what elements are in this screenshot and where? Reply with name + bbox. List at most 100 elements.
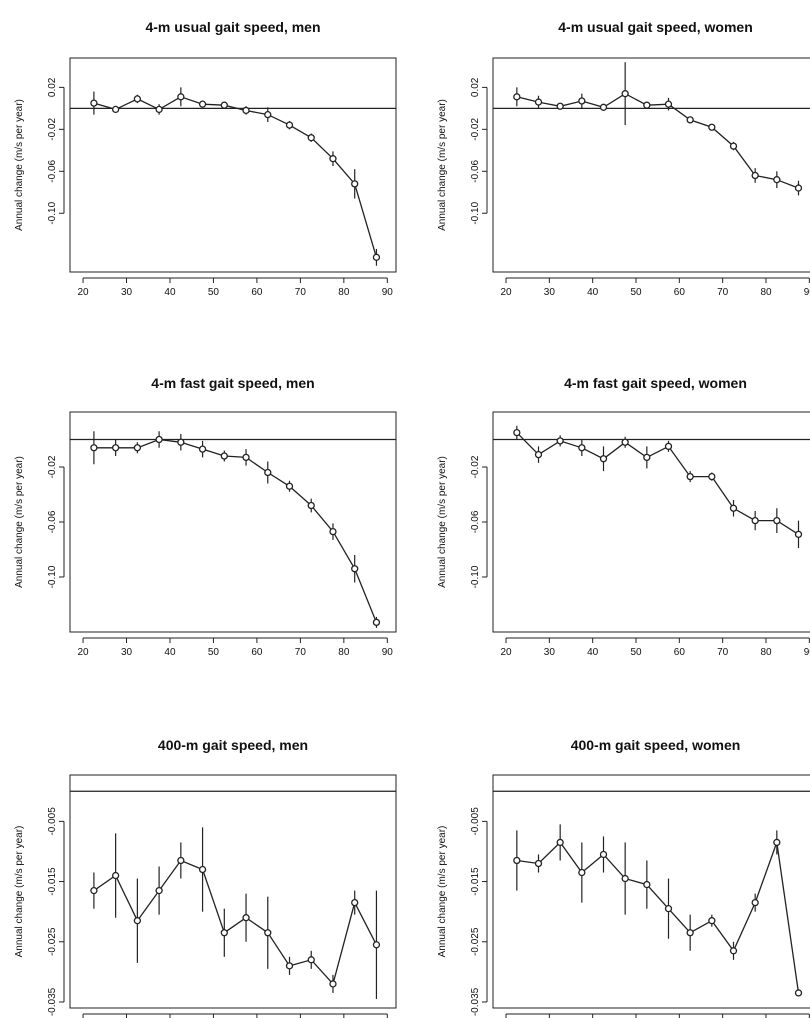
panel-6-y-axis-label: Annual change (m/s per year): [437, 826, 448, 958]
panel-3-data-point: [372, 618, 381, 627]
panel-6-data-point: [599, 850, 608, 859]
panel-4-data-point: [686, 472, 694, 481]
panel-2-x-tick-label: 90: [804, 287, 810, 298]
panel-3-x-tick-label: 70: [295, 647, 307, 658]
panel-4-data-point: [643, 453, 651, 462]
panel-4-x-tick-label: 70: [717, 647, 729, 658]
panel-2-data-point: [664, 100, 673, 108]
panel-6-data-point: [556, 838, 564, 847]
panel-6-data-point: [621, 874, 629, 883]
panel-2-title: 4-m usual gait speed, women: [558, 19, 753, 35]
panel-4-data-point: [578, 444, 586, 452]
panel-2-x-tick-label: 60: [674, 287, 686, 298]
panel-4-data-point: [773, 516, 781, 525]
panel-2-data-point: [773, 176, 781, 184]
panel-1-x-tick-label: 50: [208, 287, 220, 298]
panel-3-x-tick-label: 40: [164, 647, 176, 658]
panel-4-data-point: [556, 437, 564, 445]
panel-2-y-tick-label: 0.02: [470, 77, 481, 97]
panel-1-data-point: [329, 155, 337, 163]
panel-1-data-point: [133, 95, 142, 103]
panel-2-x-tick-label: 80: [760, 287, 772, 298]
panel-1-data-point: [351, 180, 359, 188]
panel-3-data-point: [90, 444, 98, 452]
panel-4-x-tick-label: 30: [544, 647, 556, 658]
panel-6: 400-m gait speed, women -0.005 -0.015 -0.02…: [437, 737, 810, 1018]
panel-4-data-point: [664, 442, 673, 451]
panel-2-data-point: [729, 142, 738, 150]
panel-5-y-tick-label: -0.035: [47, 987, 58, 1016]
panel-4-data-point: [534, 450, 543, 459]
panel-2-frame: [492, 57, 810, 273]
panel-4-frame: [492, 411, 810, 633]
panel-1-x-tick-label: 20: [77, 287, 89, 298]
panel-2-data-point: [794, 184, 803, 192]
panel-1-frame: [69, 57, 397, 273]
panel-5-data-point: [220, 929, 228, 937]
panel-2: 4-m usual gait speed, women 0.02 -0.02 -0.0…: [437, 19, 810, 298]
panel-2-x-tick-label: 70: [717, 287, 729, 298]
panel-3-data-point: [351, 565, 359, 573]
panel-5-data-point: [285, 962, 294, 970]
panel-3-series-line: [93, 438, 378, 623]
panel-6-series-line: [516, 841, 800, 993]
panel-5-data-point: [111, 871, 120, 880]
panel-5-title: 400-m gait speed, men: [158, 737, 308, 753]
panel-3-x-tick-label: 60: [251, 647, 263, 658]
panel-2-x-tick-label: 50: [630, 287, 642, 298]
panel-5-data-point: [90, 886, 98, 895]
panel-6-data-point: [751, 898, 759, 907]
panel-4-y-tick-label: -0.02: [470, 455, 481, 478]
panel-6-data-point: [534, 859, 543, 868]
panel-1-data-point: [90, 99, 98, 107]
panel-4-data-point: [513, 428, 521, 437]
panel-6-title: 400-m gait speed, women: [571, 737, 741, 753]
panel-6-data-point: [708, 917, 716, 925]
panel-2-data-point: [686, 116, 694, 124]
panel-2-data-point: [621, 90, 629, 98]
panel-3-data-point: [177, 438, 185, 446]
panel-1-data-point: [242, 106, 250, 115]
panel-4-data-point: [729, 504, 738, 512]
panel-4-y-tick-label: -0.06: [470, 510, 481, 533]
panel-4-x-tick-label: 40: [587, 647, 599, 658]
panel-3-data-point: [220, 452, 228, 460]
panel-1-x-tick-label: 80: [338, 287, 350, 298]
panel-1-data-point: [198, 100, 207, 108]
panel-6-data-point: [794, 989, 803, 997]
panel-1-data-point: [220, 101, 228, 109]
panel-2-x-tick-label: 20: [500, 287, 512, 298]
panel-1-data-point: [307, 134, 315, 142]
panel-3: 4-m fast gait speed, men -0.02 -0.06 -0.10 A…: [14, 375, 397, 658]
panel-4-x-tick-label: 80: [760, 647, 772, 658]
panel-3-x-tick-label: 50: [208, 647, 220, 658]
panel-4-data-point: [621, 438, 629, 446]
panel-3-data-point: [285, 482, 294, 490]
panel-5-data-point: [155, 886, 163, 895]
panel-1-x-tick-label: 70: [295, 287, 307, 298]
panel-4-x-tick-label: 60: [674, 647, 686, 658]
panel-1-data-point: [155, 105, 163, 114]
panel-3-data-point: [133, 444, 142, 452]
panel-2-data-point: [578, 97, 586, 105]
panel-3-data-point: [242, 453, 250, 462]
panel-2-data-point: [599, 103, 608, 111]
panel-6-y-tick-label: -0.005: [470, 807, 481, 836]
panel-1-y-tick-label: -0.06: [47, 159, 58, 182]
panel-4-data-point: [751, 516, 759, 525]
panel-6-data-point: [643, 880, 651, 889]
panel-4-data-point: [794, 530, 803, 539]
panel-5-data-point: [372, 941, 381, 949]
panel-5-y-axis-label: Annual change (m/s per year): [14, 826, 25, 958]
panel-6-data-point: [513, 856, 521, 865]
panel-5: 400-m gait speed, men -0.005 -0.015 -0.025 -…: [14, 737, 397, 1018]
panel-2-data-point: [556, 102, 564, 110]
panel-5-data-point: [351, 898, 359, 907]
panel-3-x-tick-label: 90: [382, 647, 394, 658]
panel-2-data-point: [708, 123, 716, 131]
panel-1: 4-m usual gait speed, men 0.02 -0.02 -0.06 -…: [14, 19, 397, 298]
panel-3-frame: [69, 411, 397, 633]
panel-1-series-line: [93, 96, 378, 258]
panel-5-data-point: [329, 980, 337, 988]
panel-5-series-line: [93, 859, 377, 986]
